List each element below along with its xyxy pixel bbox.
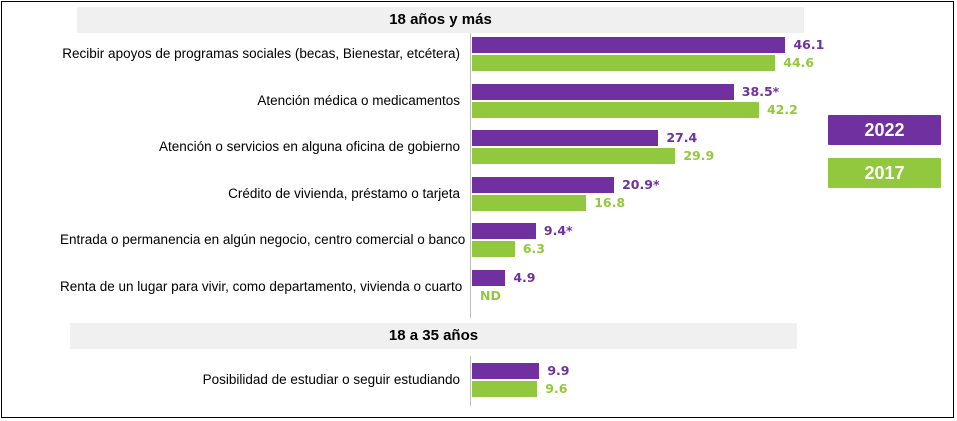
category-label: Atención o servicios en alguna oficina d… [159, 139, 460, 155]
value-label-2017: 44.6 [783, 55, 815, 70]
value-label-2022: 9.9 [547, 363, 570, 378]
value-label-2017: 42.2 [766, 101, 798, 117]
bar-2022 [472, 130, 659, 147]
value-label-2022: 9.4* [543, 223, 573, 239]
bar-2022 [472, 83, 734, 100]
category-label: Atención médica o medicamentos [257, 92, 460, 108]
category-label: Crédito de vivienda, préstamo o tarjeta [228, 185, 460, 201]
bar-2017 [472, 241, 515, 258]
category-label: Renta de un lugar para vivir, como depar… [60, 279, 463, 294]
value-label-2022: 27.4 [666, 130, 698, 146]
bar-2022 [472, 270, 506, 286]
value-label-2022: 46.1 [793, 37, 825, 52]
value-label-2017: 16.8 [594, 194, 626, 210]
bar-2017 [472, 55, 776, 71]
value-label-2022: 38.5* [741, 83, 780, 99]
axis-line-2 [470, 356, 471, 406]
bar-2022 [472, 363, 540, 379]
value-label-2017: 9.6 [545, 381, 568, 396]
bar-2017 [472, 381, 538, 397]
bar-2022 [472, 223, 536, 240]
bar-2022 [472, 37, 786, 53]
value-label-2022: 20.9* [622, 176, 660, 192]
axis-line [470, 33, 471, 318]
legend-2022: 2022 [828, 115, 941, 145]
category-label: Recibir apoyos de programas sociales (be… [62, 46, 460, 61]
value-label-2017: 6.3 [522, 241, 545, 257]
value-label-2017: ND [480, 288, 501, 303]
value-label-2017: 29.9 [683, 148, 715, 164]
bar-2017 [472, 101, 759, 118]
bar-2017 [472, 194, 587, 211]
bar-2017 [472, 148, 676, 165]
legend-2017: 2017 [828, 158, 941, 188]
section-header-18-a-35: 18 a 35 años [70, 323, 797, 349]
category-label: Posibilidad de estudiar o seguir estudia… [202, 372, 460, 387]
value-label-2022: 4.9 [513, 270, 536, 285]
category-label: Entrada o permanencia en algún negocio, … [60, 232, 466, 248]
bar-2022 [472, 176, 615, 193]
section-header-18-y-mas: 18 años y más [77, 7, 804, 33]
